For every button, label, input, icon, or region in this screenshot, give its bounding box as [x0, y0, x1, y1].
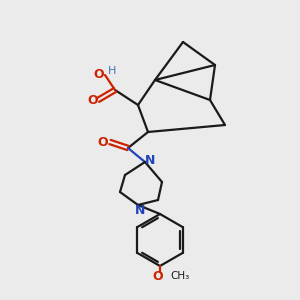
Text: O: O [94, 68, 104, 82]
Text: CH₃: CH₃ [170, 271, 189, 281]
Text: H: H [108, 66, 116, 76]
Text: O: O [153, 269, 163, 283]
Text: N: N [145, 154, 155, 166]
Text: O: O [88, 94, 98, 106]
Text: O: O [98, 136, 108, 148]
Text: N: N [135, 203, 145, 217]
